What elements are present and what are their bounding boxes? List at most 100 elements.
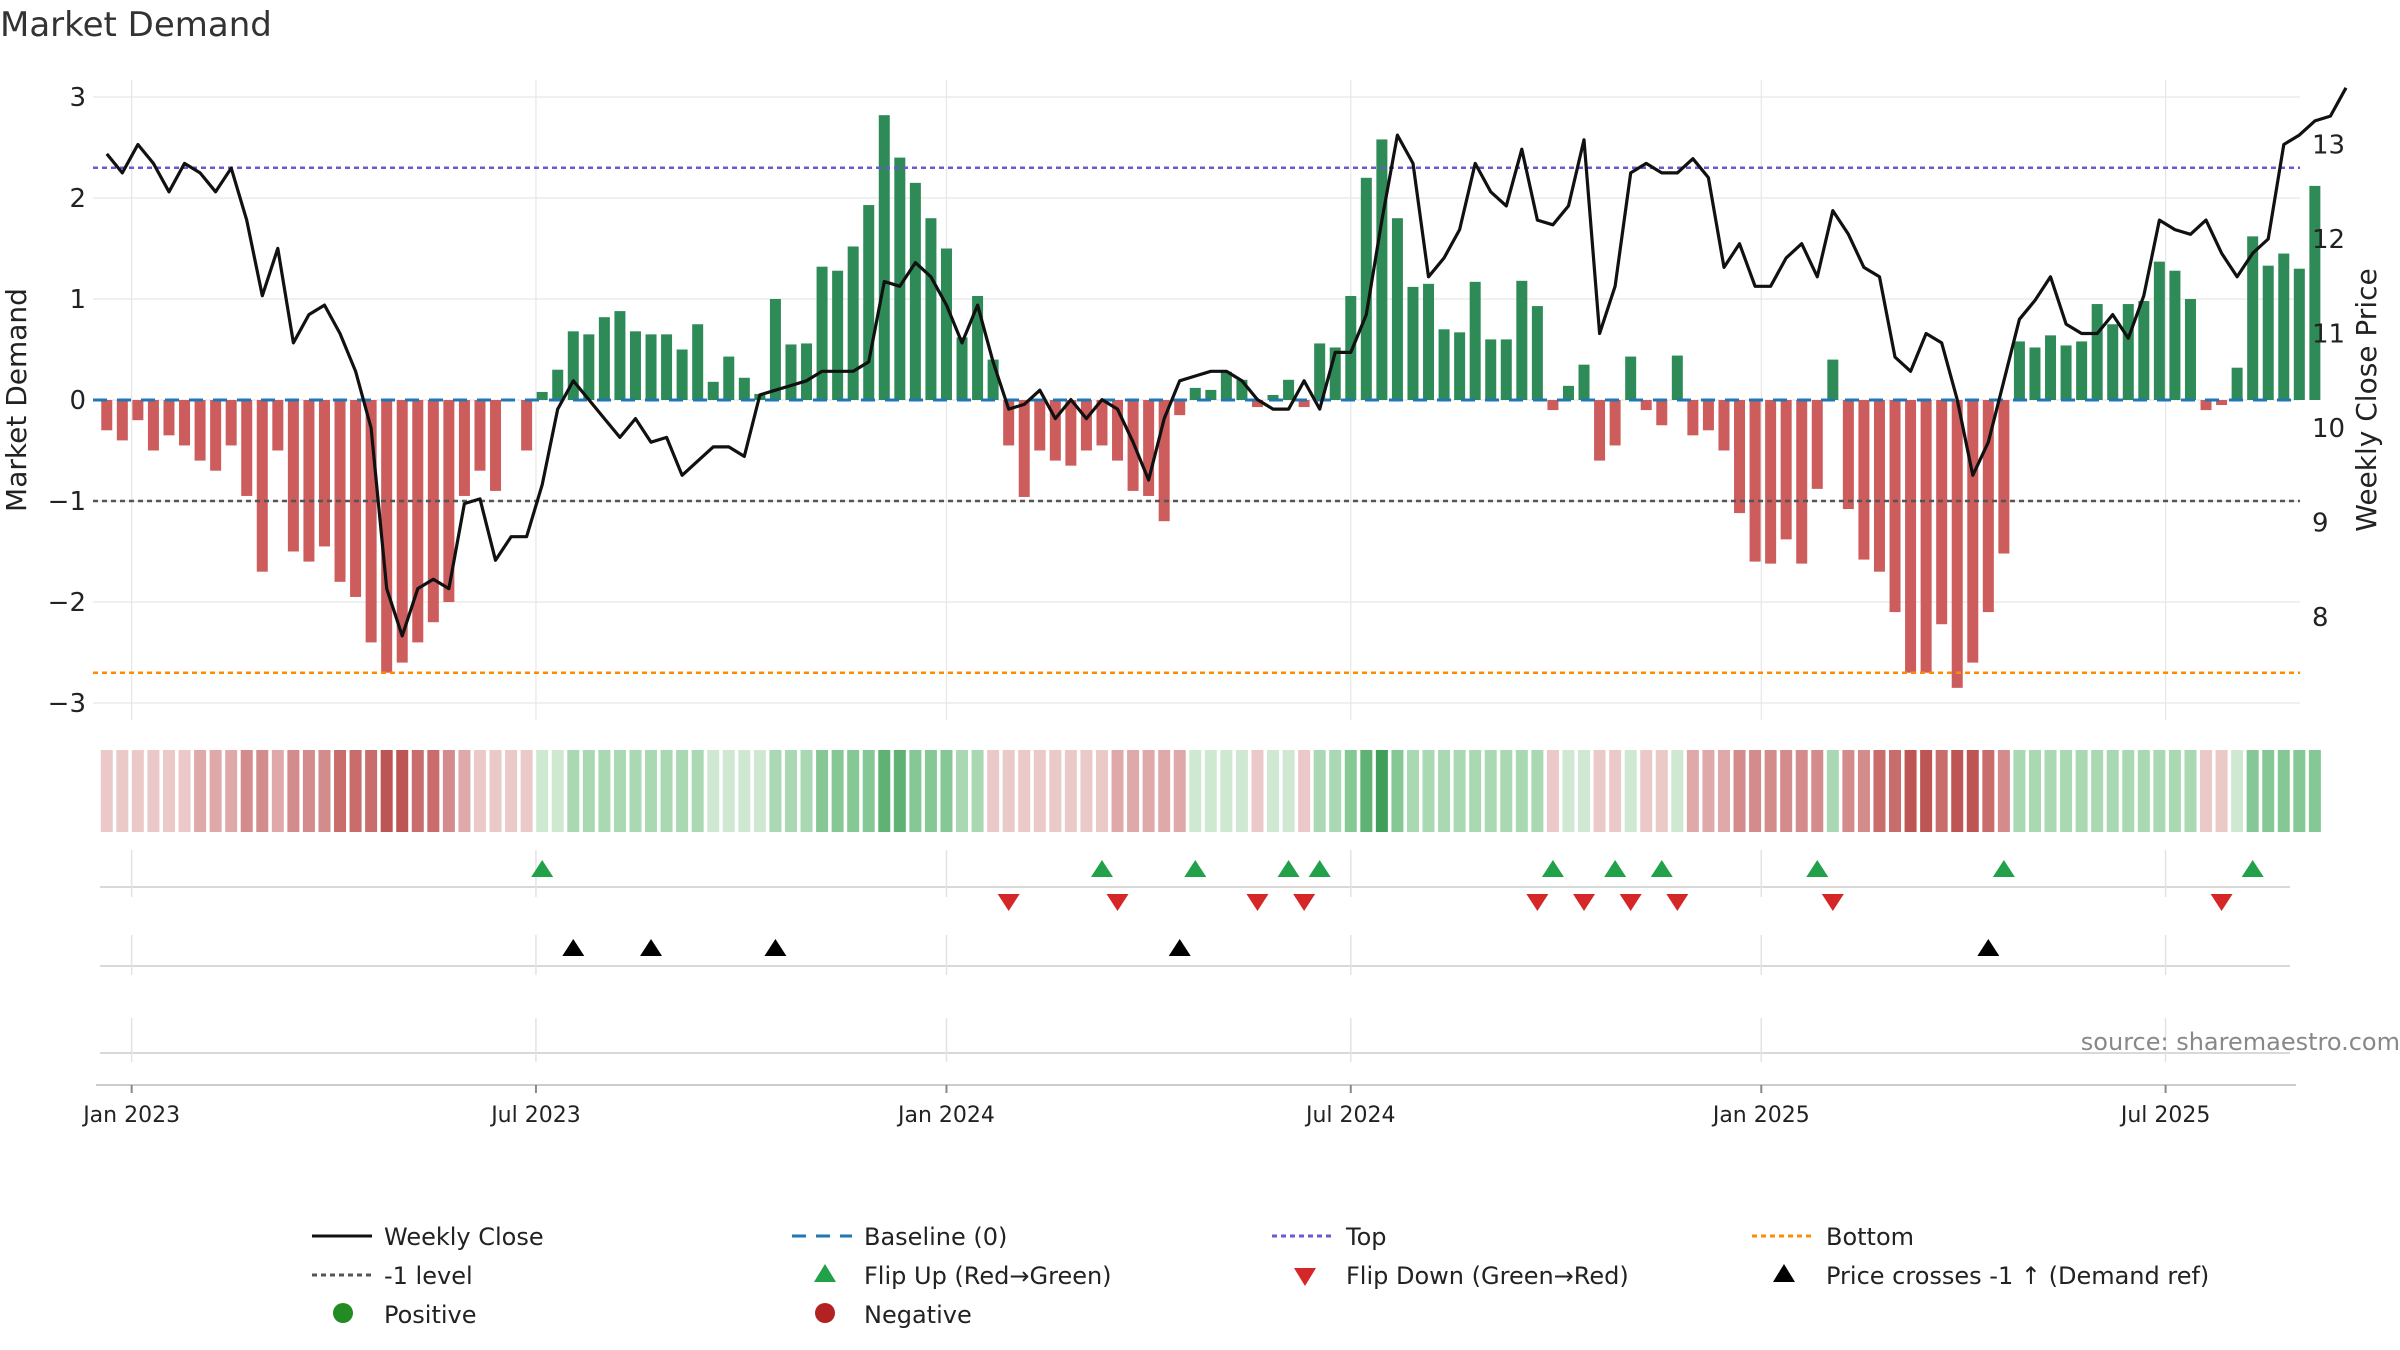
- heat-cell: [2153, 750, 2166, 832]
- heat-cell: [256, 750, 269, 832]
- demand-bar: [225, 400, 237, 446]
- demand-bar: [194, 400, 206, 461]
- demand-bar: [645, 334, 657, 400]
- heat-cell: [1142, 750, 1155, 832]
- demand-bar: [925, 218, 937, 400]
- cross-up-marker: [1168, 939, 1191, 956]
- demand-bar: [2029, 347, 2041, 400]
- demand-bar: [1158, 400, 1170, 522]
- y2-tick-label: 13: [2312, 131, 2345, 161]
- heat-cell: [1344, 750, 1357, 832]
- heat-cell: [1593, 750, 1606, 832]
- marker-panels: [96, 850, 2296, 1086]
- cross-up-marker: [764, 939, 787, 956]
- flip-down-marker: [1573, 894, 1596, 911]
- heat-cell: [1049, 750, 1062, 832]
- demand-bar: [1469, 281, 1481, 400]
- demand-bar: [676, 349, 688, 400]
- heat-cell: [878, 750, 891, 832]
- heat-cell: [1469, 750, 1482, 832]
- legend-item-top: Top: [1272, 1223, 1387, 1251]
- y-tick-label: 1: [69, 285, 86, 315]
- demand-bar: [1391, 218, 1403, 400]
- demand-bar: [614, 311, 626, 400]
- demand-bar: [1189, 387, 1201, 400]
- heat-cell: [505, 750, 518, 832]
- heat-cell: [1002, 750, 1015, 832]
- heat-cell: [1391, 750, 1404, 832]
- heat-cell: [1438, 750, 1451, 832]
- heat-cell: [473, 750, 486, 832]
- demand-bar: [769, 299, 781, 400]
- demand-bar: [1531, 306, 1543, 400]
- demand-bar: [1547, 400, 1559, 411]
- demand-bar: [396, 400, 408, 663]
- heat-cell: [1935, 750, 1948, 832]
- legend-item-cross: Price crosses -1 ↑ (Demand ref): [1773, 1262, 2209, 1290]
- legend-label-weekly-close: Weekly Close: [384, 1223, 544, 1251]
- demand-bar: [1423, 283, 1435, 400]
- heat-cell: [893, 750, 906, 832]
- demand-bar: [1251, 400, 1263, 408]
- heat-cell: [1997, 750, 2010, 832]
- heat-cell: [1531, 750, 1544, 832]
- demand-bar: [474, 400, 486, 471]
- demand-bar: [2262, 265, 2274, 400]
- demand-bar: [1827, 359, 1839, 400]
- heat-cell: [1204, 750, 1217, 832]
- demand-bar: [661, 334, 673, 400]
- price-line-group: [105, 87, 2348, 638]
- heat-cell: [100, 750, 113, 832]
- legend-label-baseline: Baseline (0): [864, 1223, 1007, 1251]
- x-tick-label: Jul 2023: [489, 1103, 581, 1128]
- x-tick-label: Jan 2023: [81, 1103, 180, 1128]
- demand-bar: [832, 270, 844, 400]
- demand-bar: [381, 400, 393, 673]
- heat-cell: [2231, 750, 2244, 832]
- demand-bar: [863, 205, 875, 400]
- demand-bar: [1749, 400, 1761, 562]
- y-tick-label: 0: [69, 386, 86, 416]
- heat-cell: [769, 750, 782, 832]
- heat-cell: [971, 750, 984, 832]
- demand-bar: [1438, 329, 1450, 400]
- y2-tick-label: 10: [2312, 414, 2345, 444]
- heat-cell: [334, 750, 347, 832]
- demand-bar: [303, 400, 315, 562]
- demand-bar: [1516, 280, 1528, 400]
- heat-cell: [645, 750, 658, 832]
- flip-up-marker: [1992, 860, 2015, 877]
- flip-down-marker: [1246, 894, 1269, 911]
- demand-bar: [1951, 400, 1963, 688]
- legend-item-weekly-close: Weekly Close: [312, 1223, 544, 1251]
- heat-cell: [2308, 750, 2321, 832]
- flip-down-marker: [1293, 894, 1316, 911]
- demand-bar: [878, 115, 890, 401]
- x-axis: Jan 2023 Jul 2023 Jan 2024 Jul 2024 Jan 2025…: [81, 1085, 2210, 1128]
- demand-bars: [101, 115, 2321, 688]
- heat-cell: [1780, 750, 1793, 832]
- heat-cell: [1795, 750, 1808, 832]
- cross-up-marker: [1977, 939, 2000, 956]
- heat-cell: [691, 750, 704, 832]
- x-tick-label: Jul 2024: [1304, 1103, 1396, 1128]
- heat-cell: [271, 750, 284, 832]
- heat-cell: [2028, 750, 2041, 832]
- demand-bar: [1656, 400, 1668, 426]
- demand-bar: [2107, 324, 2119, 400]
- demand-bar: [2200, 400, 2212, 411]
- demand-bar: [692, 324, 704, 400]
- heat-cell: [1686, 750, 1699, 832]
- demand-bar: [1236, 379, 1248, 400]
- heat-cell: [396, 750, 409, 832]
- demand-bar: [334, 400, 346, 582]
- demand-bar: [1283, 379, 1295, 400]
- demand-bar: [1734, 400, 1746, 514]
- legend-item-negative: Negative: [815, 1301, 972, 1329]
- demand-bar: [210, 400, 222, 471]
- heat-cell: [240, 750, 253, 832]
- heat-cell: [458, 750, 471, 832]
- heat-cell: [1111, 750, 1124, 832]
- demand-bar: [1858, 400, 1870, 560]
